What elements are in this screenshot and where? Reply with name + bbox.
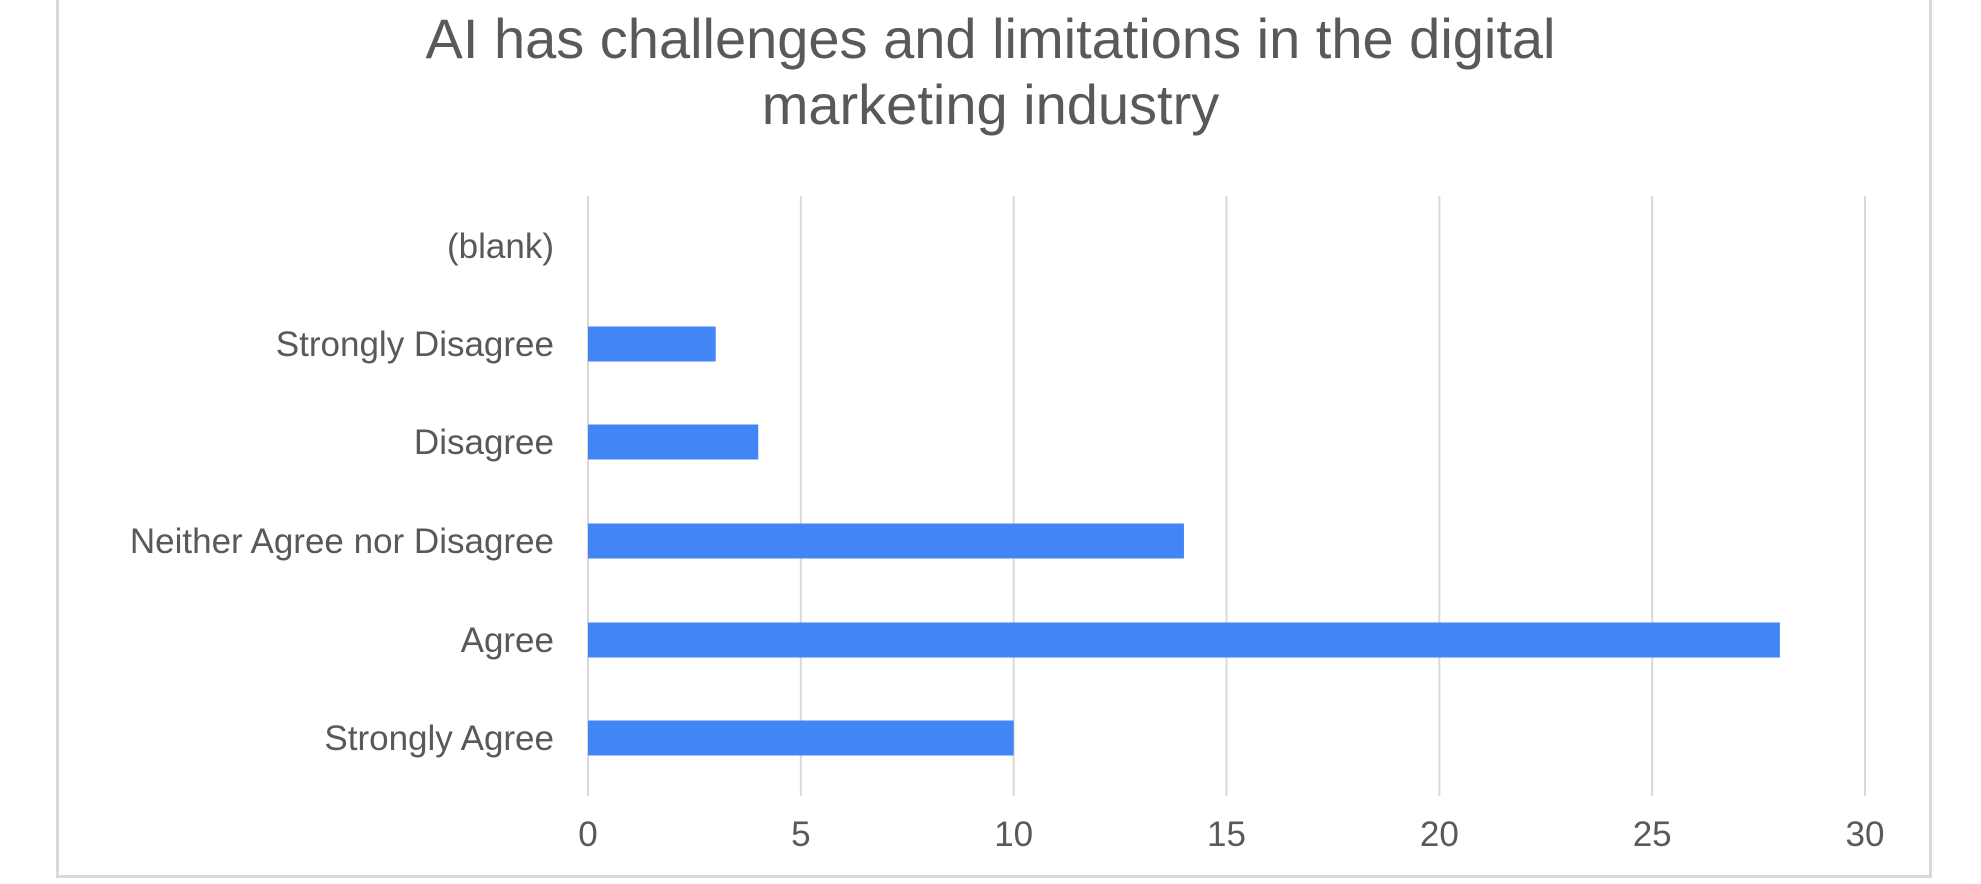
x-tick-label: 5 bbox=[791, 815, 810, 854]
x-tick-label: 10 bbox=[994, 815, 1033, 854]
x-tick-label: 20 bbox=[1420, 815, 1459, 854]
bar bbox=[588, 622, 1780, 658]
x-tick-label: 30 bbox=[1846, 815, 1885, 854]
chart-title-line-1: AI has challenges and limitations in the… bbox=[425, 7, 1556, 70]
x-tick-label: 25 bbox=[1633, 815, 1672, 854]
bar bbox=[588, 523, 1184, 559]
chart-title: AI has challenges and limitations in the… bbox=[0, 6, 1981, 138]
category-label: (blank) bbox=[447, 227, 554, 266]
bar bbox=[588, 424, 759, 460]
category-label: Disagree bbox=[414, 423, 554, 462]
chart-title-line-2: marketing industry bbox=[761, 73, 1220, 136]
bar bbox=[588, 720, 1014, 756]
category-label: Strongly Disagree bbox=[276, 325, 554, 364]
x-tick-label: 15 bbox=[1207, 815, 1246, 854]
bar bbox=[588, 326, 716, 362]
category-label: Neither Agree nor Disagree bbox=[130, 522, 554, 561]
category-label: Strongly Agree bbox=[324, 719, 554, 758]
x-tick-label: 0 bbox=[578, 815, 597, 854]
category-label: Agree bbox=[461, 621, 554, 660]
